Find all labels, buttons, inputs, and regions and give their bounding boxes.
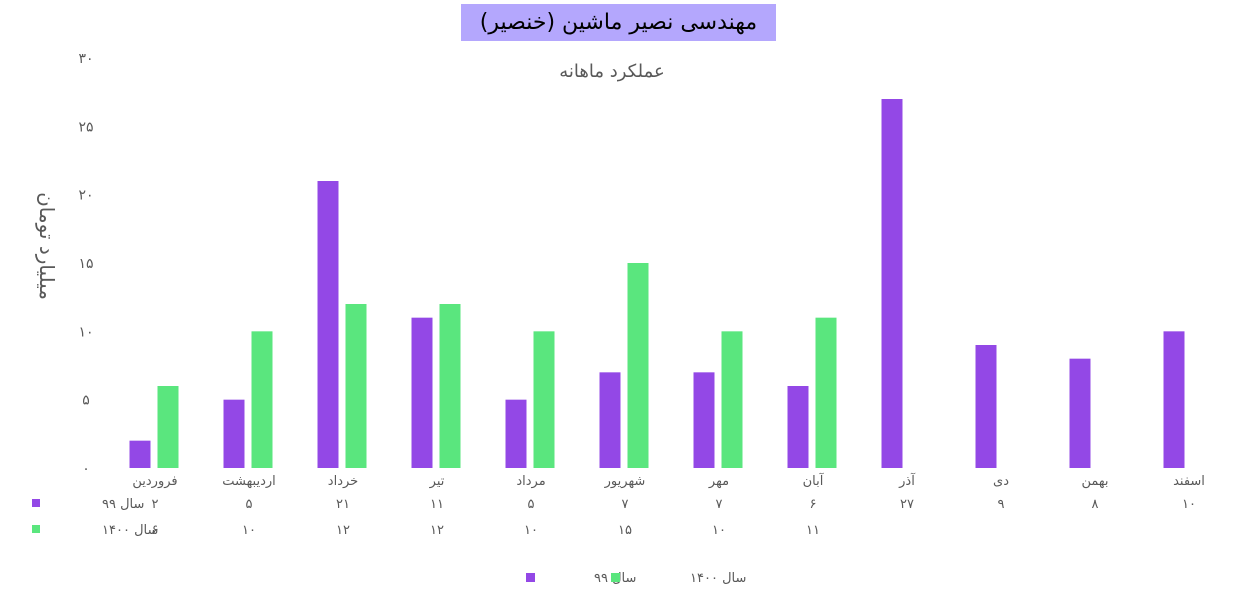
data-label: ۱۵ (618, 523, 632, 538)
category-label: مهر (708, 474, 729, 489)
bar (411, 317, 433, 468)
bar (787, 386, 809, 468)
y-axis-label: میلیارد تومان (35, 192, 59, 300)
data-label: ۱۰ (712, 523, 726, 538)
y-tick-label: ۱۵ (78, 256, 93, 272)
data-label: ۶ (152, 523, 159, 538)
chart-subtitle: عملکرد ماهانه (559, 61, 664, 82)
data-label: ۱۱ (806, 523, 820, 538)
legend-swatch (611, 573, 620, 582)
data-label: ۶ (810, 497, 817, 512)
bar (317, 181, 339, 468)
data-label: ۸ (1092, 497, 1099, 512)
bars (129, 99, 1185, 468)
data-label: ۲۱ (336, 497, 350, 512)
data-label: ۲۷ (900, 497, 914, 512)
bar (975, 345, 997, 468)
data-label: ۱۲ (430, 523, 444, 538)
y-tick-label: ۲۰ (78, 188, 93, 204)
category-label: مرداد (516, 474, 545, 489)
legend: سال ۹۹ سال ۱۴۰۰ (526, 571, 746, 586)
category-label: شهریور (604, 474, 646, 489)
category-label: اردیبهشت (222, 474, 276, 489)
category-labels: فروردین اردیبهشت خرداد تیر مرداد شهریور مهر آبا… (132, 472, 1205, 489)
bar (533, 331, 555, 468)
data-label: ۱۰ (524, 523, 538, 538)
y-tick-label: ۱۰ (78, 324, 93, 340)
bar (157, 386, 179, 468)
table-series-label: سال ۹۹ (102, 497, 144, 512)
y-tick-label: ۲۵ (78, 119, 93, 135)
category-label: اسفند (1173, 474, 1205, 489)
data-label: ۷ (622, 497, 629, 512)
y-tick-label: ۵ (82, 393, 90, 409)
data-label: ۱۰ (242, 523, 256, 538)
category-label: بهمن (1081, 474, 1108, 489)
category-label: دی (993, 474, 1009, 489)
table-legend-swatch (32, 525, 40, 533)
table-series-label: سال ۱۴۰۰ (102, 523, 158, 538)
data-label: ۱۱ (430, 497, 444, 512)
bar (505, 399, 527, 468)
bar (881, 99, 903, 468)
bar (721, 331, 743, 468)
bar (129, 440, 151, 468)
data-label: ۲ (152, 497, 159, 512)
bar (627, 263, 649, 468)
data-label: ۱۰ (1182, 497, 1196, 512)
data-label: ۵ (528, 497, 535, 512)
bar (1069, 358, 1091, 468)
table-legend-swatch (32, 499, 40, 507)
bar (693, 372, 715, 468)
bar (251, 331, 273, 468)
legend-label: سال ۱۴۰۰ (690, 571, 746, 586)
data-label: ۵ (246, 497, 253, 512)
y-tick-label: ۰ (82, 461, 90, 477)
bar (815, 317, 837, 468)
category-label: آبان (803, 472, 825, 489)
chart-title: مهندسی نصیر ماشین (خنصیر) (461, 4, 776, 41)
data-label: ۷ (716, 497, 723, 512)
y-axis-ticks: ۰ ۵ ۱۰ ۱۵ ۲۰ ۲۵ ۳۰ (78, 51, 93, 477)
bar (345, 304, 367, 468)
data-label: ۹ (998, 497, 1005, 512)
bar (223, 399, 245, 468)
y-tick-label: ۳۰ (78, 51, 93, 67)
bar (1163, 331, 1185, 468)
bar (599, 372, 621, 468)
data-label: ۱۲ (336, 523, 350, 538)
category-label: تیر (429, 474, 445, 489)
legend-swatch (526, 573, 535, 582)
category-label: خرداد (328, 474, 358, 489)
category-label: آذر (898, 472, 916, 489)
bar (439, 304, 461, 468)
category-label: فروردین (132, 474, 177, 489)
